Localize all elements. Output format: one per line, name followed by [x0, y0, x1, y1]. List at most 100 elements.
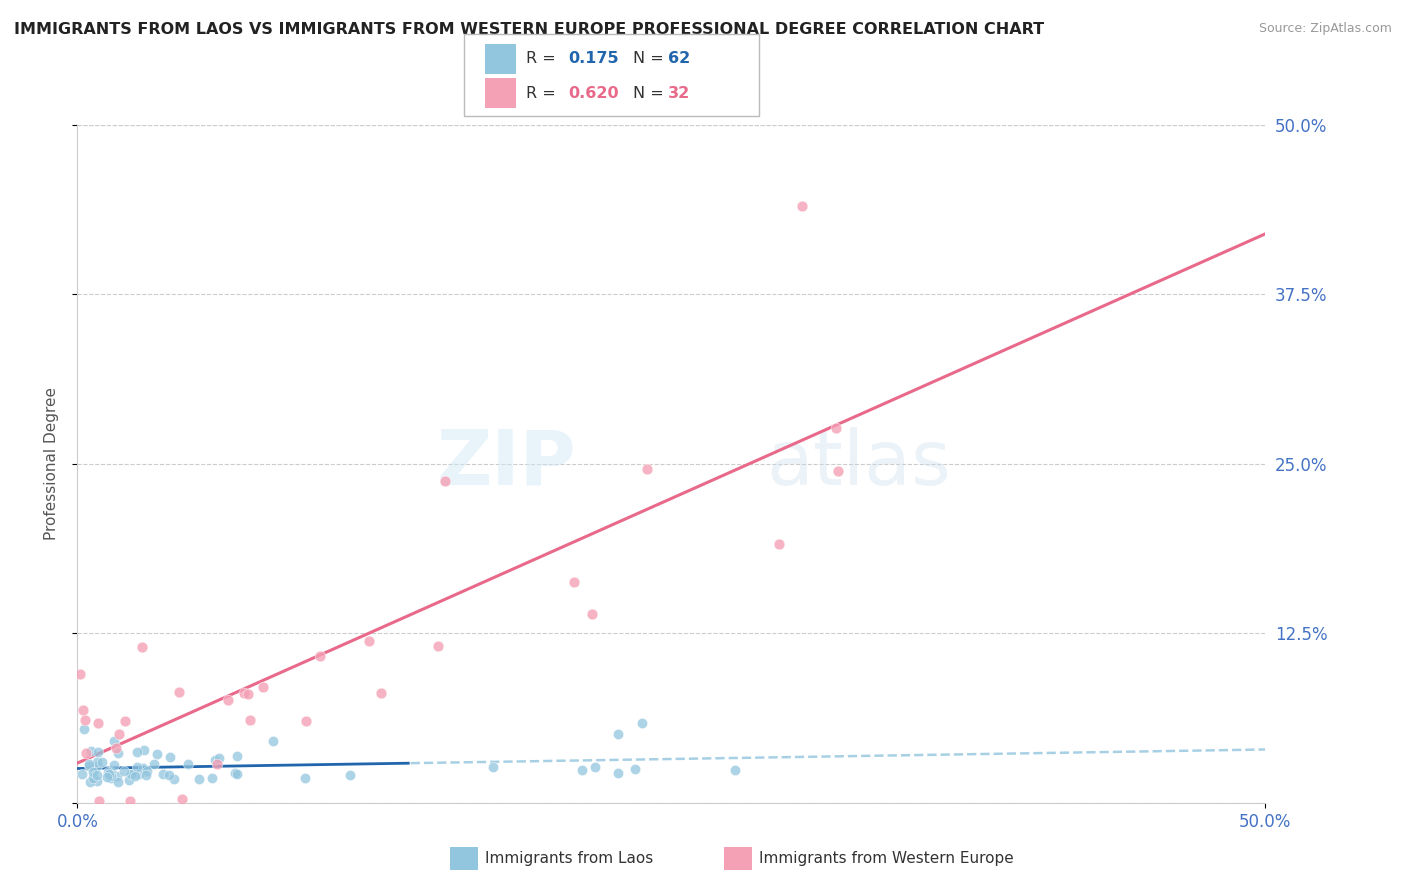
Bar	[724, 847, 752, 870]
Point	[118, 794, 141, 808]
Point	[136, 764, 159, 778]
Bar	[485, 44, 516, 74]
Text: 62: 62	[668, 52, 690, 66]
Point	[157, 768, 180, 782]
Point	[100, 765, 122, 780]
Y-axis label: Professional Degree: Professional Degree	[44, 387, 59, 541]
Point	[204, 753, 226, 767]
Point	[236, 687, 259, 701]
Point	[308, 649, 330, 664]
Point	[163, 772, 186, 786]
Text: N =: N =	[633, 86, 669, 101]
Point	[135, 767, 157, 781]
Point	[89, 794, 111, 808]
Point	[294, 771, 316, 785]
Point	[207, 757, 229, 772]
Bar	[485, 78, 516, 109]
Point	[91, 756, 114, 770]
Point	[252, 680, 274, 694]
Point	[636, 462, 658, 476]
Point	[790, 199, 813, 213]
Point	[152, 767, 174, 781]
Point	[107, 726, 129, 740]
Point	[77, 756, 100, 771]
Text: IMMIGRANTS FROM LAOS VS IMMIGRANTS FROM WESTERN EUROPE PROFESSIONAL DEGREE CORRE: IMMIGRANTS FROM LAOS VS IMMIGRANTS FROM …	[14, 22, 1045, 37]
Point	[339, 767, 361, 781]
Point	[100, 771, 122, 785]
Point	[124, 769, 146, 783]
Point	[86, 768, 108, 782]
Point	[434, 475, 457, 489]
Point	[606, 765, 628, 780]
Point	[146, 747, 169, 761]
Point	[170, 791, 193, 805]
Point	[96, 770, 118, 784]
Point	[107, 746, 129, 760]
Point	[118, 772, 141, 787]
Point	[225, 748, 247, 763]
Point	[623, 763, 645, 777]
Point	[82, 764, 104, 779]
Point	[103, 758, 125, 772]
Point	[105, 768, 128, 782]
Point	[72, 704, 94, 718]
Point	[73, 722, 96, 736]
Point	[132, 761, 155, 775]
Point	[86, 773, 108, 788]
Point	[97, 767, 120, 781]
Point	[86, 755, 108, 769]
Point	[114, 714, 136, 729]
Text: N =: N =	[633, 52, 669, 66]
Point	[104, 740, 127, 755]
Point	[125, 745, 148, 759]
Point	[724, 763, 747, 777]
Point	[232, 686, 254, 700]
Point	[87, 745, 110, 759]
Point	[581, 607, 603, 622]
Point	[481, 760, 503, 774]
Text: 32: 32	[668, 86, 690, 101]
Point	[73, 714, 96, 728]
Point	[120, 767, 142, 781]
Point	[262, 733, 284, 747]
Point	[239, 713, 262, 727]
Point	[370, 686, 392, 700]
Point	[224, 766, 246, 780]
Bar	[450, 847, 478, 870]
Point	[80, 744, 103, 758]
Point	[426, 639, 449, 653]
Point	[121, 767, 143, 781]
Point	[188, 772, 211, 786]
Point	[571, 763, 593, 777]
Point	[201, 772, 224, 786]
Point	[69, 666, 91, 681]
Point	[208, 750, 231, 764]
Text: R =: R =	[526, 86, 561, 101]
Point	[87, 715, 110, 730]
Point	[131, 640, 153, 654]
Point	[824, 421, 846, 435]
Point	[107, 774, 129, 789]
Point	[75, 747, 97, 761]
Point	[86, 758, 108, 772]
Point	[143, 757, 166, 772]
Point	[77, 759, 100, 773]
Point	[128, 767, 150, 781]
Text: R =: R =	[526, 52, 561, 66]
Point	[630, 715, 652, 730]
Point	[357, 633, 380, 648]
Point	[607, 727, 630, 741]
Point	[79, 774, 101, 789]
Point	[132, 742, 155, 756]
Point	[112, 764, 135, 778]
Text: atlas: atlas	[766, 427, 952, 500]
Point	[294, 714, 316, 729]
Point	[96, 764, 118, 779]
Point	[225, 767, 247, 781]
Point	[103, 734, 125, 748]
Point	[127, 760, 149, 774]
Point	[583, 760, 606, 774]
Text: 0.175: 0.175	[568, 52, 619, 66]
Point	[167, 685, 190, 699]
Point	[159, 749, 181, 764]
